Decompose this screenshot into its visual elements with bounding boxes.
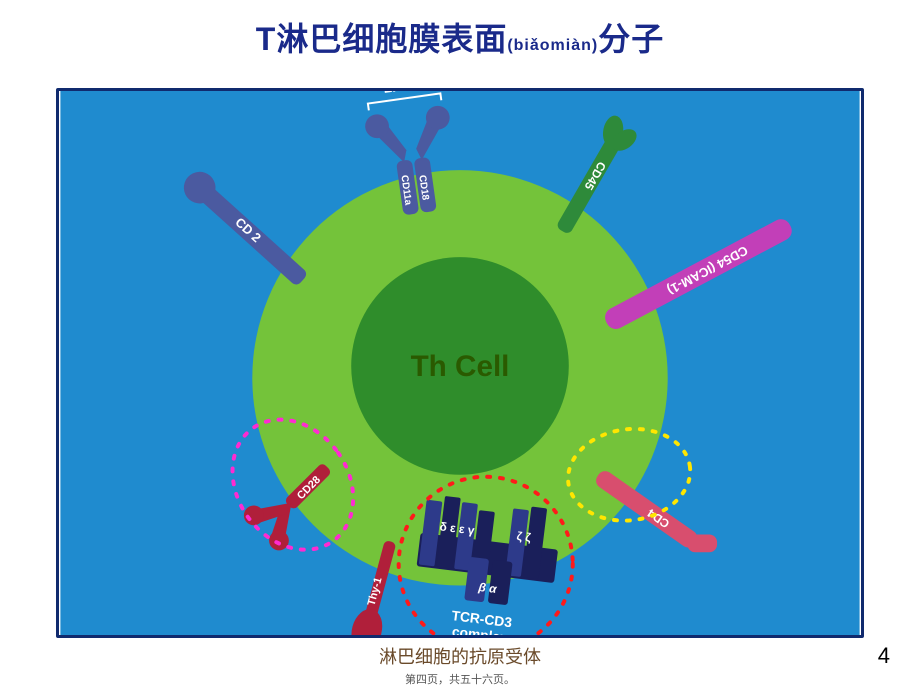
title-tail: 分子 — [598, 21, 664, 57]
slide-title: T淋巴细胞膜表面(biǎomiàn)分子 — [0, 0, 920, 60]
tcr-greek-bottom: β α — [477, 580, 498, 596]
slide: T淋巴细胞膜表面(biǎomiàn)分子 CD 2 — [0, 0, 920, 691]
diagram-panel: CD 2 CD11a CD18 LFA-1 — [56, 88, 864, 638]
tcr-greek-right: ζ ζ — [516, 529, 532, 545]
cell-label: Th Cell — [411, 350, 510, 383]
title-lead: T — [256, 21, 277, 57]
page-of-text: 第四页，共五十六页。 — [0, 671, 920, 687]
footer-subtitle: 淋巴细胞的抗原受体 — [0, 643, 920, 669]
cell-diagram: CD 2 CD11a CD18 LFA-1 — [59, 91, 861, 635]
title-pinyin: (biǎomiàn) — [507, 37, 598, 54]
title-main: 淋巴细胞膜表面 — [276, 21, 507, 57]
page-number: 4 — [878, 643, 890, 669]
